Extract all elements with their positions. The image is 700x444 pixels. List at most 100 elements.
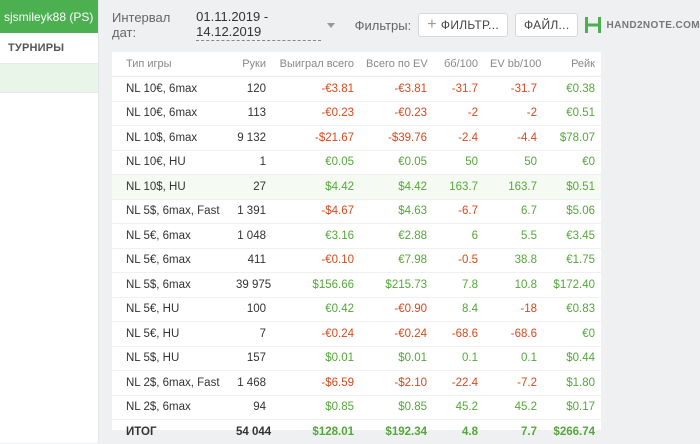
cell-bb100: -2 [433, 101, 484, 126]
cell-game-type: NL 2$, 6max, Fast [112, 370, 230, 396]
table-total-row: ИТОГ 54 044 $128.01 $192.34 4.8 7.7 $266.74 [112, 420, 601, 444]
cell-won-total: $0.01 [272, 346, 360, 371]
column-header-hands[interactable]: Руки [230, 52, 272, 77]
table-row[interactable]: NL 10€, 6max 113 -€0.23 -€0.23 -2 -2 €0.51 [112, 101, 601, 126]
cell-won-total: -€0.24 [272, 321, 360, 347]
account-selector[interactable]: sjsmileyk88 (PS) [0, 0, 98, 33]
cell-hands: 39 975 [230, 272, 272, 298]
cell-bb100: 8.4 [433, 297, 484, 322]
file-button-label: ФАЙЛ... [523, 18, 570, 32]
table-row[interactable]: NL 2$, 6max, Fast 1 468 -$6.59 -$2.10 -22.4-… [112, 370, 601, 396]
cell-ev-total: -€0.23 [360, 101, 433, 126]
sidebar-item-tournaments[interactable]: ТУРНИРЫ [0, 33, 98, 64]
cell-won-total: -$6.59 [272, 370, 360, 396]
cell-won-total: $4.42 [272, 174, 360, 200]
cell-game-type: NL 10€, HU [112, 150, 230, 175]
cell-rake: $0.51 [543, 174, 601, 200]
table-row[interactable]: NL 5€, 6max 411 -€0.10 €7.98 -0.5 38.8 €1.75 [112, 248, 601, 273]
cell-game-type: NL 5$, 6max, Fast [112, 199, 230, 224]
cell-bb100: -68.6 [433, 321, 484, 347]
cell-ev-total: -$39.76 [360, 125, 433, 151]
table-row[interactable]: NL 5€, HU 100 €0.42 -€0.90 8.4 -18 €0.83 [112, 297, 601, 322]
cell-ev-bb100: -4.4 [484, 125, 543, 151]
cell-rake: €1.75 [543, 248, 601, 273]
table-row[interactable]: NL 5€, 6max 1 048 €3.16 €2.88 6 5.5 €3.45 [112, 223, 601, 249]
date-range-picker[interactable]: 01.11.2019 - 14.12.2019 [196, 9, 321, 41]
filter-button[interactable]: + ФИЛЬТР... [418, 13, 508, 37]
cell-ev-bb100: 5.5 [484, 223, 543, 249]
column-header-ev-total[interactable]: Всего по EV [360, 52, 433, 77]
cell-ev-total: -€0.24 [360, 321, 433, 347]
cell-hands: 1 391 [230, 199, 272, 224]
cell-ev-total: $4.63 [360, 199, 433, 224]
table-row[interactable]: NL 5$, 6max 39 975 $156.66 $215.73 7.8 10.8 $1… [112, 272, 601, 298]
cell-hands: 27 [230, 174, 272, 200]
plus-icon: + [427, 16, 437, 33]
cell-hands: 7 [230, 321, 272, 347]
logo-text: HAND2NOTE.COM [606, 19, 700, 31]
cell-ev-total: €0.05 [360, 150, 433, 175]
cell-won-total: -$21.67 [272, 125, 360, 151]
column-header-ev-bb100[interactable]: EV bb/100 [484, 52, 543, 77]
table-row[interactable]: NL 5$, HU 157 $0.01 $0.01 0.1 0.1 $0.44 [112, 346, 601, 371]
cell-rake: €0 [543, 321, 601, 347]
cell-ev-bb100: -31.7 [484, 76, 543, 102]
cell-game-type: NL 5€, 6max [112, 248, 230, 273]
cell-bb100: 7.8 [433, 272, 484, 298]
sidebar-item-selected[interactable] [0, 64, 98, 93]
table-row[interactable]: NL 5$, 6max, Fast 1 391 -$4.67 $4.63 -6.7 6.7… [112, 199, 601, 224]
cell-game-type: NL 10$, HU [112, 174, 230, 200]
cell-hands: 113 [230, 101, 272, 126]
total-won-total: $128.01 [312, 425, 354, 438]
cell-hands: 1 [230, 150, 272, 175]
table-row[interactable]: NL 10$, HU 27 $4.42 $4.42 163.7 163.7 $0.51 [112, 174, 601, 200]
cell-ev-bb100: -18 [484, 297, 543, 322]
cell-ev-bb100: 163.7 [484, 174, 543, 200]
cell-rake: $0.17 [543, 395, 601, 420]
chevron-down-icon[interactable] [326, 22, 335, 28]
cell-won-total: $0.85 [272, 395, 360, 420]
cell-bb100: -31.7 [433, 76, 484, 102]
column-header-rake[interactable]: Рейк [543, 52, 601, 77]
cell-rake: €0.51 [543, 101, 601, 126]
total-ev-bb100: 7.7 [521, 425, 537, 438]
filters-label: Фильтры: [354, 17, 412, 33]
cell-ev-bb100: 45.2 [484, 395, 543, 420]
hand2note-logo-icon [585, 17, 602, 33]
table-row[interactable]: NL 10€, 6max 120 -€3.81 -€3.81 -31.7 -31.7 €0.… [112, 76, 601, 102]
cell-bb100: 0.1 [433, 346, 484, 371]
table-row[interactable]: NL 10$, 6max 9 132 -$21.67 -$39.76 -2.4 -4.4 $… [112, 125, 601, 151]
table-row[interactable]: NL 2$, 6max 94 $0.85 $0.85 45.2 45.2 $0.17 [112, 395, 601, 420]
cell-hands: 1 468 [230, 370, 272, 396]
cell-won-total: $156.66 [272, 272, 360, 298]
column-header-bb100[interactable]: бб/100 [433, 52, 484, 77]
cell-ev-bb100: -7.2 [484, 370, 543, 396]
cell-ev-bb100: 6.7 [484, 199, 543, 224]
cell-hands: 9 132 [230, 125, 272, 151]
cell-ev-total: $0.85 [360, 395, 433, 420]
cell-ev-total: $4.42 [360, 174, 433, 200]
cell-won-total: -€0.23 [272, 101, 360, 126]
cell-ev-total: -$2.10 [360, 370, 433, 396]
total-ev-total: $192.34 [385, 425, 427, 438]
cell-rake: $1.80 [543, 370, 601, 396]
cell-ev-bb100: -68.6 [484, 321, 543, 347]
cell-rake: $5.06 [543, 199, 601, 224]
cell-game-type: NL 5$, HU [112, 346, 230, 371]
cell-hands: 157 [230, 346, 272, 371]
cell-ev-total: $215.73 [360, 272, 433, 298]
stats-table: Тип игры Руки Выиграл всего Всего по EV … [112, 52, 601, 444]
column-header-won-total[interactable]: Выиграл всего [272, 52, 360, 77]
table-row[interactable]: NL 10€, HU 1 €0.05 €0.05 50 50 €0 [112, 150, 601, 175]
hand2note-logo: HAND2NOTE.COM [584, 16, 700, 34]
column-header-game-type[interactable]: Тип игры [112, 52, 230, 77]
cell-game-type: NL 5€, 6max [112, 223, 230, 249]
cell-game-type: NL 2$, 6max [112, 395, 230, 420]
cell-rake: €3.45 [543, 223, 601, 249]
file-button[interactable]: ФАЙЛ... [514, 13, 579, 37]
cell-bb100: -6.7 [433, 199, 484, 224]
cell-rake: $172.40 [543, 272, 601, 298]
table-header-row: Тип игры Руки Выиграл всего Всего по EV … [112, 52, 601, 77]
table-row[interactable]: NL 5€, HU 7 -€0.24 -€0.24 -68.6 -68.6 €0 [112, 321, 601, 347]
cell-rake: €0.83 [543, 297, 601, 322]
